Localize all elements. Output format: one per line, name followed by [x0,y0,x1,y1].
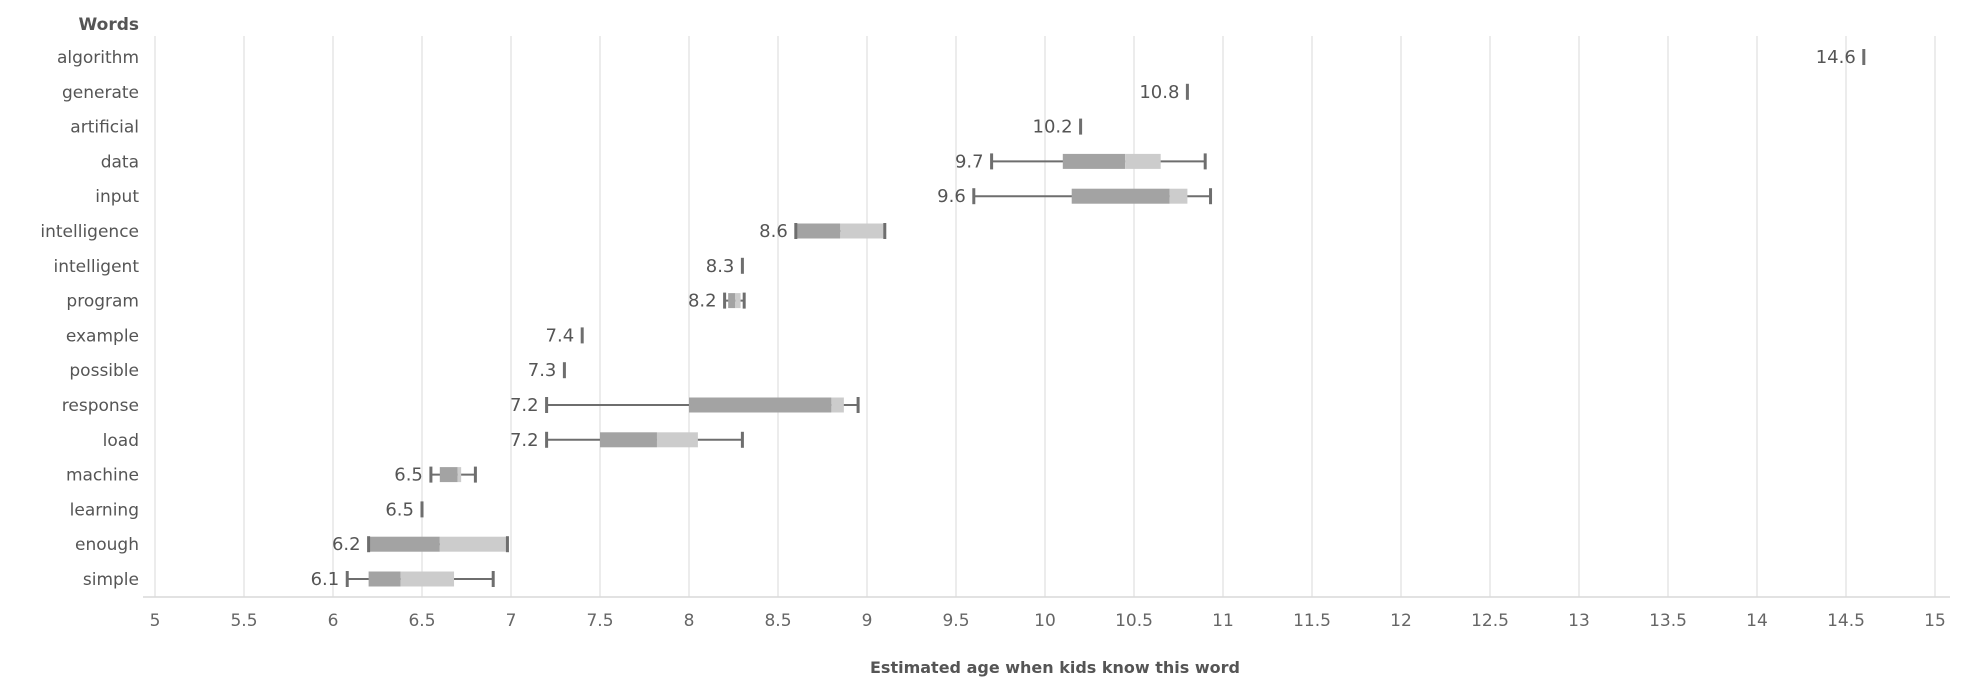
x-tick-label: 15 [1924,611,1946,631]
row-input: input 9.6 [95,186,1213,207]
row-generate: generate 10.8 [62,82,1189,103]
box-upper [1169,188,1188,204]
row-label: input [95,187,139,207]
value-label: 6.1 [311,569,340,590]
row-enough: enough 6.2 [75,534,509,555]
row-data: data 9.7 [101,151,1207,172]
value-label: 7.3 [528,360,557,381]
value-label: 8.3 [706,256,735,277]
x-tick-label: 13 [1568,611,1590,631]
value-label: 6.2 [332,534,361,555]
x-tick-label: 14.5 [1827,611,1865,631]
box-lower [368,536,440,552]
box-lower [368,571,401,587]
row-artificial: artificial 10.2 [70,117,1083,138]
value-label: 10.2 [1033,117,1073,138]
row-label: generate [62,83,139,103]
x-tick-label: 14 [1746,611,1768,631]
row-label: possible [69,361,139,381]
x-tick-label: 8 [684,611,695,631]
x-axis: 5 5.5 6 6.5 7 7.5 8 8.5 9 9.5 10 10.5 11 11.5 12 12.5 13… [143,596,1950,631]
box-plot-rows: algorithm 14.6 generate 10.8 artificial 10.2 d… [40,47,1866,590]
x-tick-label: 11 [1212,611,1234,631]
row-label: algorithm [57,48,139,68]
row-label: data [101,152,139,172]
box-lower [439,467,458,483]
box-lower [1062,153,1126,169]
box-upper [656,432,698,448]
row-label: load [103,431,139,451]
x-tick-label: 7.5 [586,611,613,631]
box-lower [1071,188,1170,204]
row-algorithm: algorithm 14.6 [57,47,1866,68]
x-tick-label: 5 [150,611,161,631]
value-label: 6.5 [394,465,423,486]
box-upper [439,536,508,552]
value-label: 9.6 [937,186,966,207]
words-column-header: Words [79,15,140,35]
box-upper [735,293,741,309]
row-learning: learning 6.5 [70,499,424,520]
box-lower [689,397,832,413]
box-upper [840,223,885,239]
row-label: artificial [70,118,139,138]
grid-lines [154,36,1936,597]
box-lower [728,293,736,309]
x-tick-label: 10.5 [1115,611,1153,631]
row-simple: simple 6.1 [83,569,495,590]
box-upper [1125,153,1161,169]
value-label: 14.6 [1816,47,1856,68]
row-label: intelligence [40,222,139,242]
x-tick-label: 9.5 [942,611,969,631]
value-label: 6.5 [385,499,414,520]
row-response: response 7.2 [62,395,860,416]
value-label: 7.4 [546,325,575,346]
row-label: enough [75,535,139,555]
row-label: learning [70,500,139,520]
x-tick-label: 7 [506,611,517,631]
value-label: 10.8 [1139,82,1179,103]
row-label: intelligent [54,257,140,277]
row-machine: machine 6.5 [66,465,477,486]
value-label: 8.6 [759,221,788,242]
x-tick-label: 13.5 [1649,611,1687,631]
x-tick-label: 8.5 [764,611,791,631]
value-label: 7.2 [510,395,539,416]
x-tick-label: 11.5 [1293,611,1331,631]
box-upper [831,397,844,413]
row-load: load 7.2 [103,430,744,451]
x-tick-label: 12 [1390,611,1412,631]
row-example: example 7.4 [66,325,584,346]
value-label: 9.7 [955,151,984,172]
row-label: machine [66,466,139,486]
row-possible: possible 7.3 [69,360,566,381]
box-upper [400,571,455,587]
row-label: example [66,326,139,346]
box-lower [795,223,841,239]
value-label: 7.2 [510,430,539,451]
row-intelligent: intelligent 8.3 [54,256,744,277]
x-tick-label: 9 [862,611,873,631]
row-label: response [62,396,139,416]
row-label: program [66,292,139,312]
x-tick-label: 6.5 [408,611,435,631]
row-intelligence: intelligence 8.6 [40,221,887,242]
x-axis-title: Estimated age when kids know this word [870,658,1240,677]
row-label: simple [83,570,139,590]
value-label: 8.2 [688,291,717,312]
row-program: program 8.2 [66,291,746,312]
box-upper [457,467,462,483]
box-lower [600,432,657,448]
x-tick-label: 5.5 [230,611,257,631]
x-tick-label: 12.5 [1471,611,1509,631]
x-tick-label: 10 [1034,611,1056,631]
x-tick-label: 6 [328,611,339,631]
